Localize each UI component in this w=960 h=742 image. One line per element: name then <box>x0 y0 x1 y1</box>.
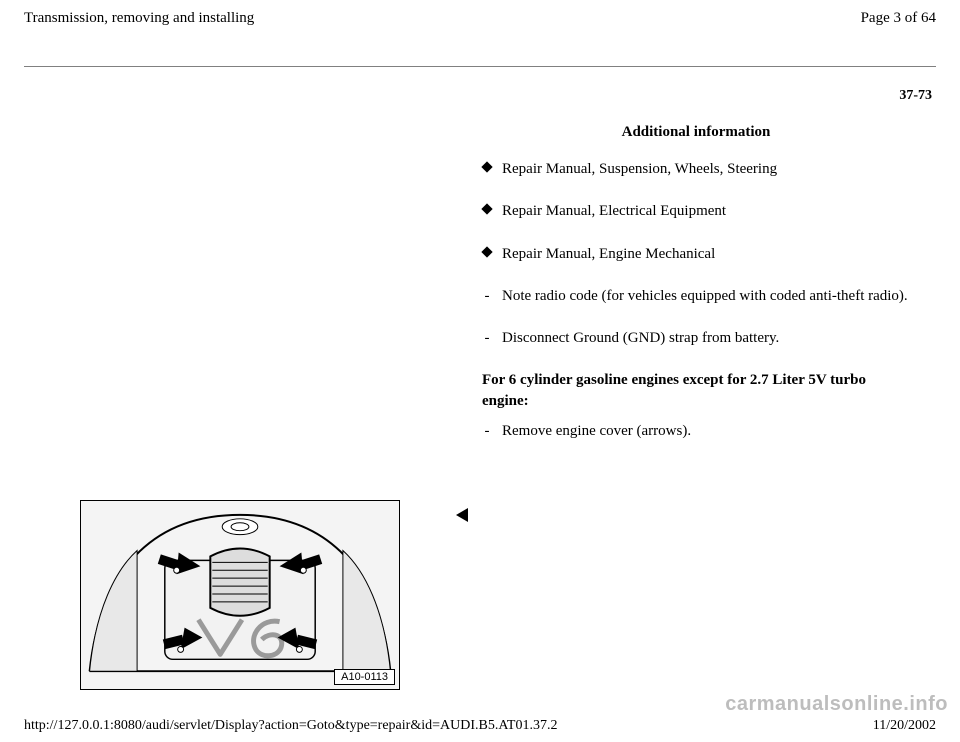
pointer-left-icon <box>454 506 472 524</box>
step-item: - Disconnect Ground (GND) strap from bat… <box>480 328 910 348</box>
reference-text: Repair Manual, Suspension, Wheels, Steer… <box>502 159 910 179</box>
figure-label: A10-0113 <box>334 669 395 685</box>
engine-cover-figure: A10-0113 <box>80 500 400 690</box>
reference-item: Repair Manual, Engine Mechanical <box>480 244 910 264</box>
step-text: Note radio code (for vehicles equipped w… <box>502 286 910 306</box>
content-subheading: For 6 cylinder gasoline engines except f… <box>482 370 910 411</box>
dash-bullet-icon: - <box>482 286 492 306</box>
footer-date: 11/20/2002 <box>873 718 936 734</box>
dash-bullet-icon: - <box>482 421 492 441</box>
step-text: Disconnect Ground (GND) strap from batte… <box>502 328 910 348</box>
content-column: Additional information Repair Manual, Su… <box>480 120 910 463</box>
header-page-indicator: Page 3 of 64 <box>861 10 936 27</box>
reference-item: Repair Manual, Electrical Equipment <box>480 201 910 221</box>
header-row: Transmission, removing and installing Pa… <box>24 10 936 27</box>
step-item: - Remove engine cover (arrows). <box>480 421 910 441</box>
watermark-text: carmanualsonline.info <box>725 693 948 716</box>
engine-cover-svg <box>81 501 399 689</box>
section-number: 37-73 <box>899 88 932 104</box>
reference-text: Repair Manual, Engine Mechanical <box>502 244 910 264</box>
reference-item: Repair Manual, Suspension, Wheels, Steer… <box>480 159 910 179</box>
diamond-bullet-icon <box>482 159 492 171</box>
reference-text: Repair Manual, Electrical Equipment <box>502 201 910 221</box>
diamond-bullet-icon <box>482 244 492 256</box>
dash-bullet-icon: - <box>482 328 492 348</box>
header-divider <box>24 66 936 67</box>
content-heading: Additional information <box>482 124 910 141</box>
reference-list: Repair Manual, Suspension, Wheels, Steer… <box>480 159 910 441</box>
step-text: Remove engine cover (arrows). <box>502 421 910 441</box>
diamond-bullet-icon <box>482 201 492 213</box>
footer-url: http://127.0.0.1:8080/audi/servlet/Displ… <box>24 718 557 734</box>
step-item: - Note radio code (for vehicles equipped… <box>480 286 910 306</box>
page-root: Transmission, removing and installing Pa… <box>0 0 960 742</box>
header-title: Transmission, removing and installing <box>24 10 254 27</box>
